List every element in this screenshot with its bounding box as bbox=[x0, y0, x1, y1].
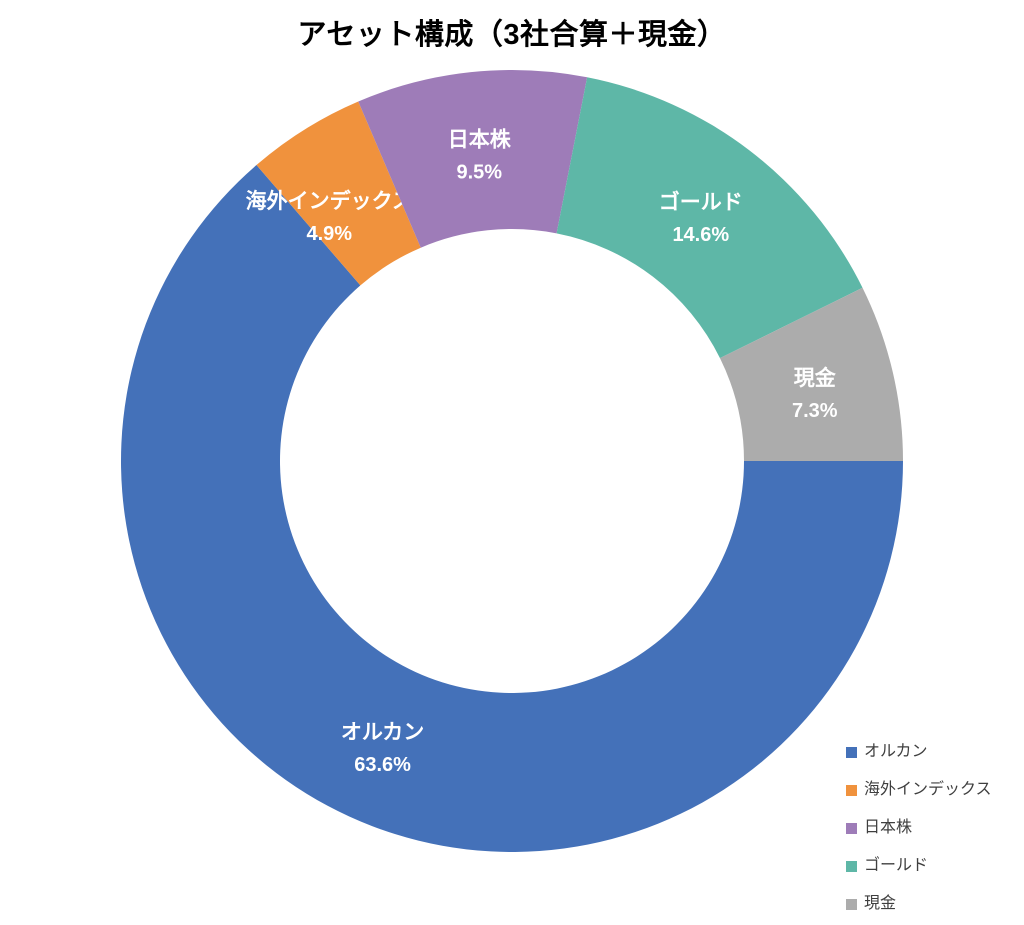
legend-label: 海外インデックス bbox=[864, 781, 992, 798]
slice-percent-label: 14.6% bbox=[672, 224, 729, 246]
legend-marker-icon bbox=[846, 784, 857, 796]
legend-item: 日本株 bbox=[846, 820, 992, 836]
slice-label: 海外インデックス bbox=[246, 189, 413, 213]
legend-marker-icon bbox=[846, 746, 857, 758]
slice-percent-label: 9.5% bbox=[457, 162, 503, 184]
chart-title: アセット構成（3社合算＋現金） bbox=[297, 19, 727, 51]
legend-marker-icon bbox=[846, 860, 857, 872]
legend-label: 現金 bbox=[864, 895, 897, 912]
legend-item: 海外インデックス bbox=[846, 782, 992, 798]
legend-label: 日本株 bbox=[864, 819, 913, 836]
slice-label: オルカン bbox=[341, 721, 424, 744]
donut-slice bbox=[256, 101, 421, 286]
legend-label: ゴールド bbox=[864, 857, 929, 874]
donut-slice bbox=[120, 165, 904, 852]
donut-slice bbox=[719, 287, 903, 461]
legend-marker-icon bbox=[846, 822, 857, 834]
chart-legend: オルカン海外インデックス 日本株ゴールド現金 bbox=[846, 744, 992, 925]
legend-item: ゴールド bbox=[846, 858, 992, 874]
donut-slice bbox=[556, 77, 863, 359]
legend-label: オルカン bbox=[864, 743, 928, 760]
slice-percent-label: 4.9% bbox=[307, 223, 353, 245]
slice-label: 現金 bbox=[794, 366, 837, 390]
slice-percent-label: 63.6% bbox=[354, 754, 411, 776]
slice-label: ゴールド bbox=[659, 190, 743, 214]
legend-item: 現金 bbox=[846, 896, 992, 912]
legend-marker-icon bbox=[846, 898, 857, 910]
legend-item: オルカン bbox=[846, 744, 992, 760]
slice-percent-label: 7.3% bbox=[792, 400, 838, 422]
slice-label: 日本株 bbox=[448, 128, 512, 152]
donut-slice bbox=[358, 69, 588, 248]
